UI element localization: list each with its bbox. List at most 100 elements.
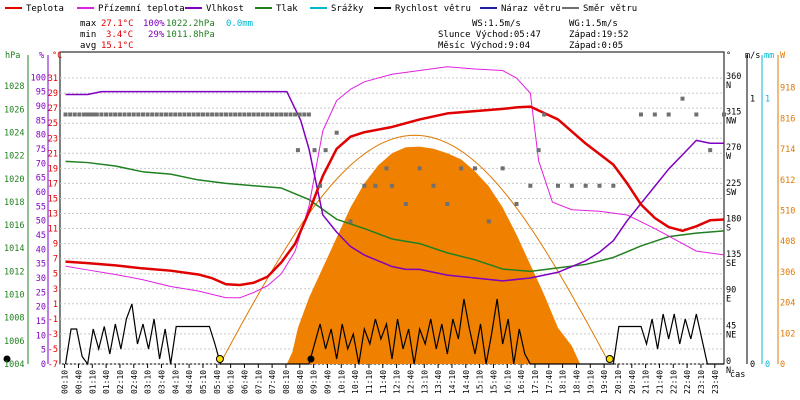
- unit-dir: °: [726, 51, 731, 61]
- press-tick-label: 1018: [4, 198, 24, 208]
- wind-direction-mark: [145, 112, 150, 117]
- x-tick-label: 21:10: [642, 370, 651, 394]
- press-tick-label: 1010: [4, 291, 24, 301]
- wind-direction-mark: [187, 112, 192, 117]
- stat-avg-temp: 15.1°C: [101, 41, 134, 51]
- wind-direction-mark: [312, 148, 317, 153]
- wind-direction-mark: [694, 112, 699, 117]
- solar-tick-label: 510: [780, 206, 795, 216]
- temp-tick-label: 17: [48, 179, 58, 189]
- wind-direction-mark: [597, 183, 602, 188]
- wind-direction-mark: [514, 201, 519, 206]
- legend-pressure: Tlak: [276, 4, 298, 14]
- stat-wg: WG:1.5m/s: [569, 19, 618, 29]
- sunset-marker: [605, 355, 614, 363]
- stat-moonset: Západ:0:05: [569, 41, 623, 51]
- x-tick-label: 01:10: [88, 370, 97, 394]
- press-tick-label: 1012: [4, 267, 24, 277]
- hum-tick-label: 90: [36, 102, 46, 112]
- solar-series: [219, 134, 608, 365]
- wind-direction-mark: [708, 148, 713, 153]
- wind-direction-mark: [154, 112, 159, 117]
- wind-direction-mark: [274, 112, 279, 117]
- x-tick-label: 18:40: [572, 370, 581, 394]
- stat-min-label: min: [80, 30, 96, 40]
- wind-direction-mark: [127, 112, 132, 117]
- x-tick-label: 11:40: [379, 370, 388, 394]
- stat-sun: Slunce Východ:05:47: [438, 30, 541, 40]
- x-tick-label: 06:40: [240, 370, 249, 394]
- temp-tick-label: 5: [53, 270, 58, 280]
- stat-avg-label: avg: [80, 41, 96, 51]
- x-tick-label: 16:40: [517, 370, 526, 394]
- temp-tick-label: 11: [48, 225, 58, 235]
- hum-tick-label: 70: [36, 159, 46, 169]
- axis-units: hPa % °C ° m/s mm W čas: [5, 51, 786, 380]
- hum-tick-label: 55: [36, 202, 46, 212]
- wind-direction-mark: [177, 112, 182, 117]
- legend-wind-dir: Směr větru: [583, 4, 637, 14]
- x-tick-label: 14:40: [462, 370, 471, 394]
- wind-direction-mark: [652, 112, 657, 117]
- wind-direction-mark: [270, 112, 275, 117]
- wind-direction-mark: [163, 112, 168, 117]
- wind-direction-mark: [242, 112, 247, 117]
- solar-tick-label: 306: [780, 268, 795, 278]
- wind-tick-label: 1: [750, 95, 755, 105]
- legend-humidity: Vlhkost: [206, 4, 244, 14]
- x-tick-label: 06:10: [227, 370, 236, 394]
- unit-rain: mm: [764, 51, 774, 61]
- hum-tick-label: 40: [36, 245, 46, 255]
- solar-tick-label: 408: [780, 237, 795, 247]
- hum-tick-label: 15: [36, 317, 46, 327]
- wind-direction-mark: [680, 96, 685, 101]
- wind-direction-mark: [445, 201, 450, 206]
- x-tick-label: 19:10: [586, 370, 595, 394]
- wind-direction-mark: [500, 166, 505, 171]
- wind-direction-mark: [68, 112, 73, 117]
- wind-direction-mark: [131, 112, 136, 117]
- wind-direction-mark: [334, 130, 339, 135]
- wind-speed-line: [64, 298, 724, 366]
- stat-max-label: max: [80, 19, 97, 29]
- x-tick-label: 11:10: [365, 370, 374, 394]
- wind-direction-mark: [256, 112, 261, 117]
- dir-tick-name: NW: [726, 116, 737, 126]
- x-tick-label: 01:40: [102, 370, 111, 394]
- dir-tick-deg: 45: [726, 321, 736, 331]
- press-tick-label: 1016: [4, 221, 24, 231]
- wind-direction-mark: [246, 112, 251, 117]
- x-tick-label: 04:40: [185, 370, 194, 394]
- hum-tick-label: 80: [36, 131, 46, 141]
- temp-tick-label: -5: [48, 345, 58, 355]
- dir-tick-name: SW: [726, 188, 737, 198]
- temp-tick-label: 9: [53, 240, 58, 250]
- unit-temp: °C: [52, 51, 62, 61]
- temp-tick-label: 13: [48, 210, 58, 220]
- x-tick-label: 03:10: [144, 370, 153, 394]
- hum-tick-label: 10: [36, 331, 46, 341]
- wind-direction-series: [63, 96, 726, 224]
- x-tick-label: 05:40: [213, 370, 222, 394]
- solar-tick-label: 0: [780, 360, 785, 370]
- wind-direction-mark: [237, 112, 242, 117]
- line-series: [64, 66, 725, 366]
- hum-tick-label: 5: [41, 346, 46, 356]
- dir-tick-deg: 135: [726, 250, 741, 260]
- wind-direction-mark: [384, 166, 389, 171]
- legend-rain: Srážky: [331, 4, 364, 14]
- press-tick-label: 1028: [4, 82, 24, 92]
- wind-direction-mark: [136, 112, 141, 117]
- legend-wind-speed: Rychlost větru: [395, 4, 471, 14]
- temp-tick-label: 23: [48, 134, 58, 144]
- temp-tick-label: 21: [48, 149, 58, 159]
- wind-tick-label: 0: [750, 360, 755, 370]
- solar-tick-label: 816: [780, 114, 795, 124]
- hum-tick-label: 50: [36, 217, 46, 227]
- x-tick-label: 23:10: [697, 370, 706, 394]
- wind-direction-mark: [159, 112, 164, 117]
- wind-direction-mark: [182, 112, 187, 117]
- x-tick-label: 13:40: [434, 370, 443, 394]
- x-tick-label: 20:10: [614, 370, 623, 394]
- wind-direction-mark: [200, 112, 205, 117]
